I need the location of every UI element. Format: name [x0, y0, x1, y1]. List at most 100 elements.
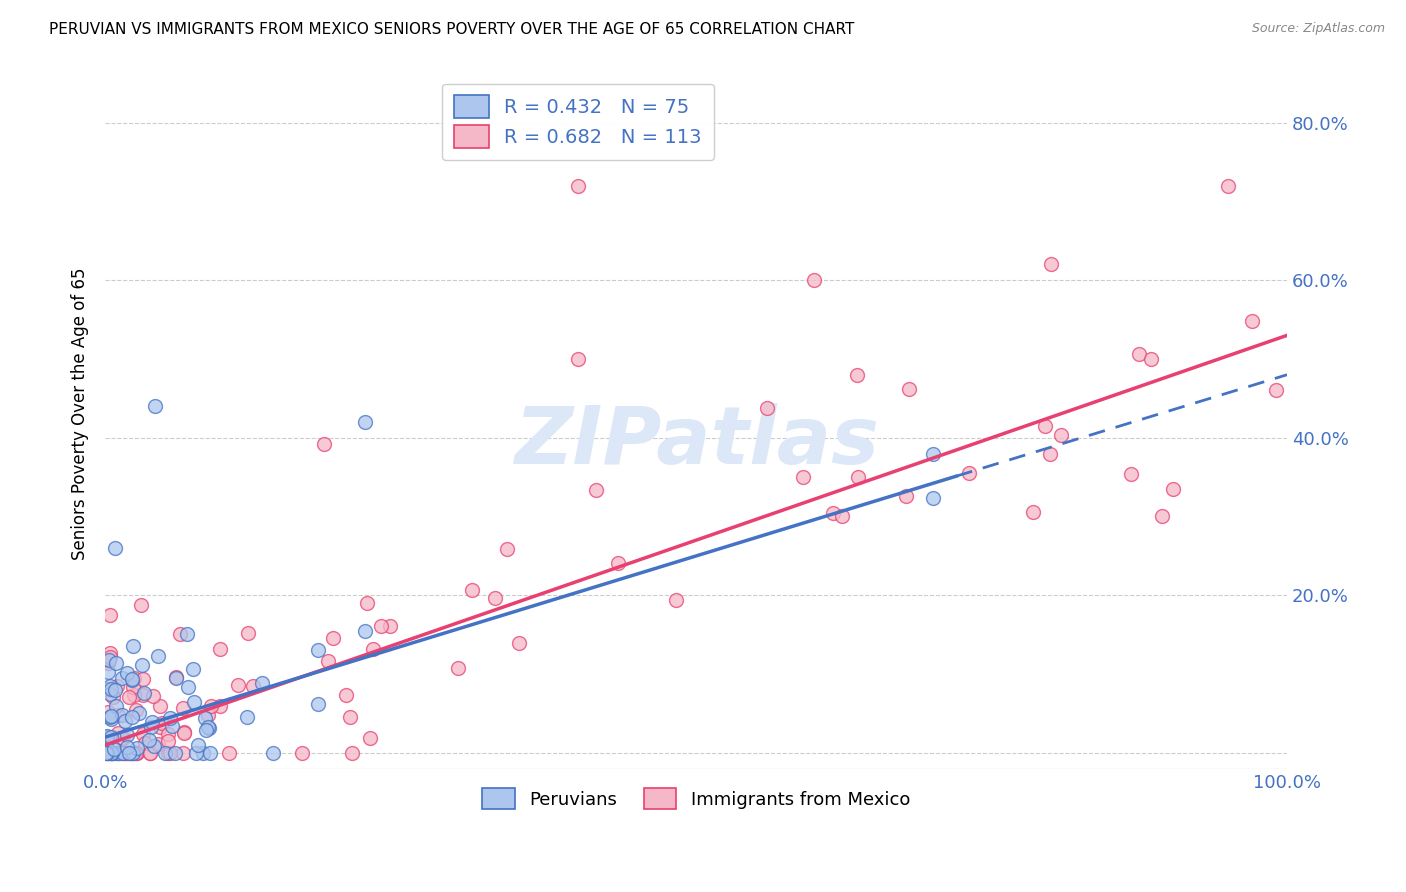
Point [176, 627, 198, 641]
Point [195, 723, 218, 737]
Point [156, 734, 179, 748]
Point [197, 708, 219, 723]
Point [100, 730, 122, 744]
Point [146, 648, 169, 663]
Point [132, 672, 155, 686]
Point [96, 651, 118, 665]
Point [134, 686, 156, 700]
Point [316, 654, 339, 668]
Point [121, 746, 143, 760]
Point [957, 466, 980, 480]
Point [173, 724, 195, 739]
Point [1140, 352, 1163, 367]
Point [312, 437, 335, 451]
Point [96, 739, 118, 754]
Point [100, 712, 122, 726]
Point [139, 746, 162, 760]
Point [149, 699, 172, 714]
Point [107, 726, 129, 740]
Point [117, 746, 139, 760]
Point [115, 666, 138, 681]
Point [148, 737, 170, 751]
Point [121, 672, 143, 686]
Point [141, 715, 163, 730]
Point [128, 706, 150, 720]
Point [103, 741, 125, 756]
Point [97, 746, 120, 760]
Point [156, 727, 179, 741]
Point [339, 710, 361, 724]
Point [98, 710, 121, 724]
Point [803, 273, 825, 287]
Point [110, 731, 132, 745]
Point [567, 351, 589, 366]
Point [200, 698, 222, 713]
Point [290, 746, 312, 760]
Point [101, 690, 124, 704]
Point [173, 726, 195, 740]
Point [1161, 482, 1184, 496]
Point [446, 661, 468, 675]
Point [118, 690, 141, 704]
Point [921, 491, 943, 505]
Point [138, 732, 160, 747]
Point [107, 746, 129, 760]
Point [1128, 346, 1150, 360]
Point [1240, 314, 1263, 328]
Point [121, 746, 143, 760]
Point [124, 688, 146, 702]
Point [831, 508, 853, 523]
Point [356, 596, 378, 610]
Point [194, 711, 217, 725]
Point [894, 489, 917, 503]
Point [165, 670, 187, 684]
Point [1050, 428, 1073, 442]
Point [96, 746, 118, 760]
Point [307, 643, 329, 657]
Point [105, 679, 128, 693]
Point [122, 671, 145, 685]
Point [127, 740, 149, 755]
Point [115, 746, 138, 760]
Point [160, 719, 183, 733]
Point [1119, 467, 1142, 481]
Text: Source: ZipAtlas.com: Source: ZipAtlas.com [1251, 22, 1385, 36]
Point [172, 700, 194, 714]
Point [112, 746, 135, 760]
Point [186, 746, 208, 760]
Point [96, 741, 118, 756]
Point [115, 739, 138, 754]
Point [252, 676, 274, 690]
Point [114, 746, 136, 760]
Point [898, 382, 921, 396]
Point [96, 746, 118, 760]
Point [107, 746, 129, 760]
Point [97, 705, 120, 719]
Point [105, 657, 128, 671]
Point [186, 738, 208, 752]
Point [97, 665, 120, 680]
Point [354, 624, 377, 638]
Point [139, 720, 162, 734]
Point [1022, 505, 1045, 519]
Point [121, 746, 143, 760]
Point [100, 709, 122, 723]
Point [101, 746, 124, 760]
Point [132, 688, 155, 702]
Text: PERUVIAN VS IMMIGRANTS FROM MEXICO SENIORS POVERTY OVER THE AGE OF 65 CORRELATIO: PERUVIAN VS IMMIGRANTS FROM MEXICO SENIO… [49, 22, 855, 37]
Point [98, 608, 121, 623]
Point [96, 729, 118, 743]
Point [1216, 178, 1239, 193]
Point [104, 541, 127, 555]
Point [1035, 419, 1057, 434]
Point [181, 662, 204, 676]
Point [101, 746, 124, 760]
Point [111, 707, 134, 722]
Point [322, 632, 344, 646]
Point [100, 746, 122, 760]
Point [236, 710, 259, 724]
Point [107, 707, 129, 722]
Point [114, 746, 136, 760]
Point [104, 746, 127, 760]
Point [665, 593, 688, 607]
